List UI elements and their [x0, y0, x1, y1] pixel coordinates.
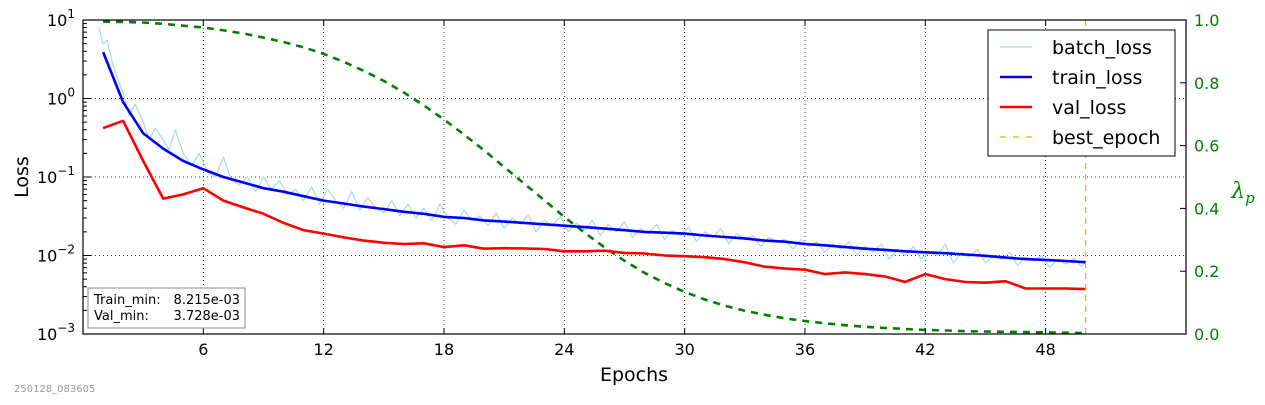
legend-label: best_epoch	[1052, 127, 1160, 149]
series-line-train_loss	[101, 51, 1086, 264]
series-line-val_loss	[102, 119, 1086, 291]
y-tick-label: 10−2	[37, 243, 75, 266]
stats-train-value: 8.215e-03	[174, 293, 240, 308]
x-ticks: 6 12 18 24 30 36 42 48	[198, 20, 1056, 359]
y-ticks-right: 0.0 0.2 0.4 0.6 0.8 1.0	[1180, 11, 1219, 344]
legend-label: train_loss	[1052, 67, 1142, 89]
y-axis-title: Loss	[11, 156, 33, 198]
grid-lines	[83, 19, 1186, 335]
y2-axis-title: λp	[1230, 179, 1255, 207]
y2-tick-label: 0.6	[1194, 137, 1219, 156]
x-tick-label: 12	[313, 340, 333, 359]
x-tick-label: 6	[198, 340, 208, 359]
y2-tick-label: 0.4	[1194, 199, 1219, 218]
legend-label: batch_loss	[1052, 37, 1152, 59]
x-tick-label: 24	[554, 340, 574, 359]
y2-tick-label: 0.0	[1194, 325, 1219, 344]
x-tick-label: 30	[674, 340, 694, 359]
y-tick-label: 100	[47, 86, 75, 109]
stats-box: Train_min: 8.215e-03 Val_min: 3.728e-03	[87, 287, 246, 329]
x-tick-label: 42	[915, 340, 935, 359]
stats-frame	[87, 287, 246, 329]
legend-label: val_loss	[1052, 97, 1126, 119]
y-tick-label: 10−1	[37, 164, 75, 187]
stats-train-label: Train_min:	[93, 293, 161, 308]
x-tick-label: 36	[795, 340, 815, 359]
x-tick-label: 48	[1035, 340, 1055, 359]
y-ticks-left: 10−3 10−2 10−1 100 101	[37, 7, 91, 344]
y-tick-label: 10−3	[37, 321, 75, 344]
y2-tick-label: 0.8	[1194, 74, 1219, 93]
legend: batch_loss train_loss val_loss best_epoch	[987, 29, 1176, 157]
timestamp-stamp: 250128_083605	[14, 384, 95, 395]
y2-tick-label: 0.2	[1194, 262, 1219, 281]
stats-val-label: Val_min:	[94, 309, 149, 324]
y2-tick-label: 1.0	[1194, 11, 1219, 30]
legend-box	[987, 29, 1176, 157]
series-line-lambda-p	[103, 20, 1086, 335]
x-tick-label: 18	[434, 340, 454, 359]
series-line-batch_loss	[98, 27, 1087, 269]
y-tick-label: 101	[47, 7, 75, 30]
series-layer	[98, 20, 1087, 335]
x-axis-title: Epochs	[600, 364, 668, 386]
stats-val-value: 3.728e-03	[174, 309, 240, 324]
